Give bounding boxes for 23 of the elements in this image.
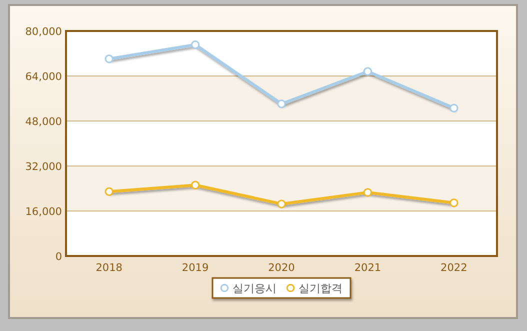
point — [190, 40, 200, 50]
point — [190, 180, 200, 190]
point — [277, 99, 286, 108]
y-tick-label: 48,000 — [25, 116, 62, 128]
legend-label: 실기응시 — [232, 282, 276, 295]
x-tick-label: 2020 — [268, 262, 295, 274]
y-tick-label: 64,000 — [25, 71, 62, 83]
x-tick-label: 2021 — [354, 262, 382, 274]
y-tick-label: 0 — [55, 251, 62, 263]
y-tick-label: 32,000 — [25, 161, 62, 173]
point — [363, 67, 372, 76]
point — [450, 104, 458, 112]
x-tick-label: 2019 — [182, 262, 209, 274]
point — [104, 187, 114, 196]
x-tick-label: 2018 — [96, 262, 122, 274]
point — [450, 198, 458, 208]
point — [277, 200, 286, 208]
x-tick-label: 2022 — [440, 262, 468, 274]
legend-label: 실기합격 — [298, 282, 342, 295]
point — [363, 188, 372, 197]
y-tick-label: 16,000 — [25, 206, 62, 218]
y-tick-label: 80,000 — [25, 26, 62, 38]
point — [104, 54, 114, 64]
